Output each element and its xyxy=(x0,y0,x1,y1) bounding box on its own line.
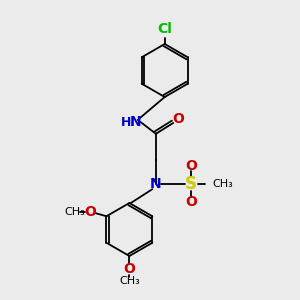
Text: O: O xyxy=(172,112,184,126)
Text: Cl: Cl xyxy=(157,22,172,36)
Text: H: H xyxy=(121,116,132,128)
Text: O: O xyxy=(185,159,197,172)
Text: CH₃: CH₃ xyxy=(119,276,140,286)
Text: CH₃: CH₃ xyxy=(64,207,85,217)
Text: O: O xyxy=(124,262,135,276)
Text: S: S xyxy=(185,175,197,193)
Text: N: N xyxy=(130,115,142,129)
Text: O: O xyxy=(84,205,96,219)
Text: N: N xyxy=(150,177,162,191)
Text: CH₃: CH₃ xyxy=(212,179,233,189)
Text: O: O xyxy=(185,195,197,209)
